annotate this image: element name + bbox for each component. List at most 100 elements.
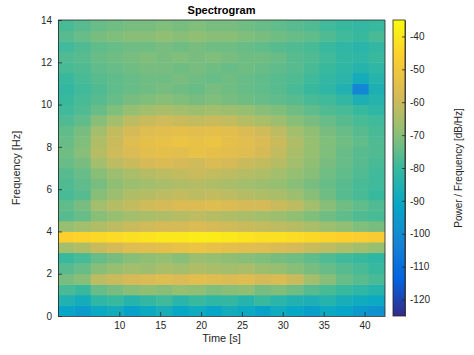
cell	[254, 105, 271, 116]
cell	[369, 168, 385, 179]
cell	[107, 295, 124, 306]
cell	[58, 295, 75, 306]
cell	[320, 179, 337, 190]
cell	[123, 231, 140, 242]
cell	[58, 136, 75, 147]
cell	[303, 305, 320, 316]
cell	[287, 126, 304, 137]
cell	[91, 136, 108, 147]
cell	[369, 242, 385, 253]
cell	[140, 231, 157, 242]
frame-top	[58, 20, 385, 21]
cell	[74, 115, 91, 126]
cell	[189, 295, 206, 306]
cell	[254, 179, 271, 190]
cell	[320, 253, 337, 264]
cell	[189, 41, 206, 52]
tick-label: 8	[46, 142, 52, 153]
cell	[222, 73, 239, 84]
cell	[74, 263, 91, 274]
cell	[320, 136, 337, 147]
cell	[303, 136, 320, 147]
cell	[123, 179, 140, 190]
cell	[123, 189, 140, 200]
cell	[205, 136, 222, 147]
cell	[254, 136, 271, 147]
cell	[156, 305, 173, 316]
cell	[320, 263, 337, 274]
cell	[238, 200, 255, 211]
tick: 8	[46, 142, 62, 153]
cell	[74, 52, 91, 63]
cell	[156, 263, 173, 274]
cell	[74, 73, 91, 84]
cell	[254, 189, 271, 200]
cell	[172, 41, 189, 52]
cell	[205, 31, 222, 42]
cell	[287, 52, 304, 63]
cell	[336, 221, 353, 232]
cell	[271, 157, 288, 168]
cell	[222, 179, 239, 190]
cell	[172, 31, 189, 42]
cell	[254, 147, 271, 158]
cell	[123, 31, 140, 42]
cell	[189, 263, 206, 274]
cell	[74, 200, 91, 211]
cell	[156, 147, 173, 158]
cell	[58, 147, 75, 158]
tick: 15	[155, 312, 167, 331]
cell	[287, 263, 304, 274]
cell	[205, 210, 222, 221]
cell	[172, 62, 189, 73]
cell	[254, 73, 271, 84]
tick-mark	[402, 267, 405, 268]
cell	[303, 126, 320, 137]
tick: -80	[402, 163, 425, 174]
tick-mark	[58, 189, 62, 190]
cell	[91, 20, 108, 31]
cell	[238, 136, 255, 147]
cell	[320, 20, 337, 31]
cell	[336, 263, 353, 274]
cell	[238, 189, 255, 200]
cell	[107, 263, 124, 274]
tick: -100	[402, 228, 430, 239]
cell	[205, 284, 222, 295]
cell	[91, 147, 108, 158]
axis-line	[58, 21, 59, 317]
cell	[303, 221, 320, 232]
cell	[74, 105, 91, 116]
cell	[189, 210, 206, 221]
cell	[369, 200, 385, 211]
cell	[352, 179, 369, 190]
cell	[140, 253, 157, 264]
cell	[189, 231, 206, 242]
cell	[271, 115, 288, 126]
cell	[238, 31, 255, 42]
cell	[254, 168, 271, 179]
tick-mark	[402, 102, 405, 103]
cell	[74, 62, 91, 73]
cell	[352, 31, 369, 42]
cell	[58, 94, 75, 105]
cell	[140, 157, 157, 168]
cell	[172, 221, 189, 232]
tick-mark	[402, 168, 405, 169]
cell	[352, 94, 369, 105]
cell	[303, 83, 320, 94]
cell	[238, 115, 255, 126]
cell	[156, 221, 173, 232]
cell	[369, 274, 385, 285]
cell	[140, 274, 157, 285]
cell	[238, 168, 255, 179]
tick: 14	[41, 15, 62, 26]
cell	[91, 231, 108, 242]
cell	[254, 231, 271, 242]
axis-line	[405, 21, 406, 317]
cell	[107, 105, 124, 116]
cell	[156, 284, 173, 295]
cell	[287, 115, 304, 126]
cell	[156, 20, 173, 31]
cell	[287, 210, 304, 221]
